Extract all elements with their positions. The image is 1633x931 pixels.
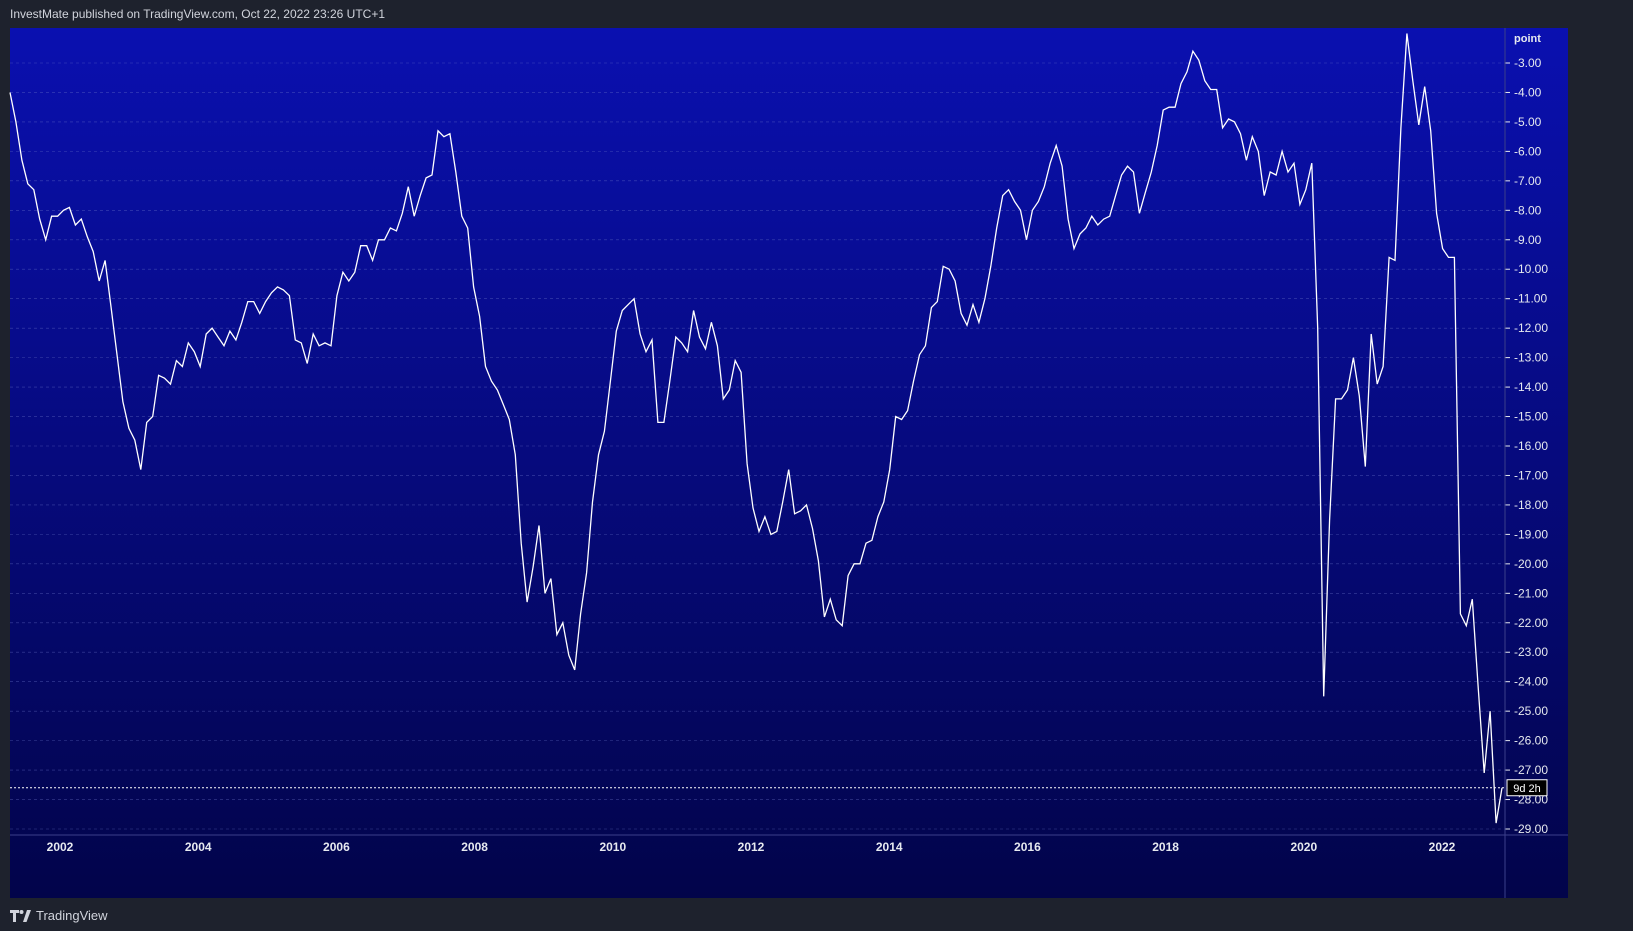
x-tick-label: 2016 — [1014, 840, 1041, 854]
y-axis-unit-label: point — [1514, 33, 1541, 45]
y-tick-label: -11.00 — [1514, 292, 1547, 306]
y-tick-label: -5.00 — [1514, 115, 1542, 129]
y-tick-label: -3.00 — [1514, 56, 1542, 70]
x-tick-label: 2006 — [323, 840, 350, 854]
y-tick-label: -6.00 — [1514, 144, 1542, 158]
footer-brand[interactable]: TradingView — [36, 908, 108, 923]
y-tick-label: -23.00 — [1514, 645, 1548, 659]
countdown-badge: 9d 2h — [1506, 779, 1548, 797]
plot-background — [10, 28, 1568, 898]
x-tick-label: 2012 — [738, 840, 765, 854]
x-tick-label: 2014 — [876, 840, 903, 854]
y-tick-label: -9.00 — [1514, 233, 1542, 247]
tradingview-logo-icon[interactable] — [10, 909, 32, 923]
countdown-text: 9d 2h — [1513, 783, 1541, 795]
x-tick-label: 2002 — [47, 840, 74, 854]
x-tick-label: 2018 — [1152, 840, 1179, 854]
publisher-header: InvestMate published on TradingView.com,… — [0, 0, 1633, 28]
y-tick-label: -18.00 — [1514, 498, 1548, 512]
series-line — [9, 33, 1503, 824]
y-tick-label: -29.00 — [1514, 822, 1548, 836]
y-tick-label: -17.00 — [1514, 468, 1548, 482]
y-tick-label: -15.00 — [1514, 410, 1548, 424]
y-tick-label: -16.00 — [1514, 439, 1548, 453]
y-tick-label: -24.00 — [1514, 675, 1548, 689]
y-tick-label: -27.00 — [1514, 763, 1548, 777]
price-chart[interactable]: -3.00 -4.00 -5.00 -6.00 -7.00 -8.00 -9.00 -10.0… — [0, 0, 1633, 900]
publisher-text: InvestMate published on TradingView.com,… — [10, 7, 385, 21]
y-tick-label: -19.00 — [1514, 527, 1548, 541]
y-axis[interactable]: -3.00 -4.00 -5.00 -6.00 -7.00 -8.00 -9.00 -10.0… — [1504, 28, 1548, 898]
x-axis[interactable]: 2002 2004 2006 2008 2010 2012 2014 2016 2018 2020… — [10, 834, 1568, 854]
y-tick-label: -21.00 — [1514, 586, 1548, 600]
x-tick-label: 2008 — [461, 840, 488, 854]
y-tick-label: -25.00 — [1514, 704, 1548, 718]
y-tick-label: -12.00 — [1514, 321, 1548, 335]
x-tick-label: 2020 — [1290, 840, 1317, 854]
y-tick-label: -14.00 — [1514, 380, 1548, 394]
x-tick-label: 2004 — [185, 840, 212, 854]
x-tick-label: 2022 — [1429, 840, 1456, 854]
y-tick-label: -13.00 — [1514, 351, 1548, 365]
footer: TradingView — [0, 900, 1633, 931]
y-tick-label: -8.00 — [1514, 203, 1542, 217]
x-tick-label: 2010 — [599, 840, 626, 854]
y-tick-label: -10.00 — [1514, 262, 1548, 276]
y-tick-label: -7.00 — [1514, 174, 1542, 188]
y-tick-label: -4.00 — [1514, 85, 1542, 99]
y-tick-label: -20.00 — [1514, 557, 1548, 571]
y-tick-label: -26.00 — [1514, 734, 1548, 748]
y-tick-label: -22.00 — [1514, 616, 1548, 630]
